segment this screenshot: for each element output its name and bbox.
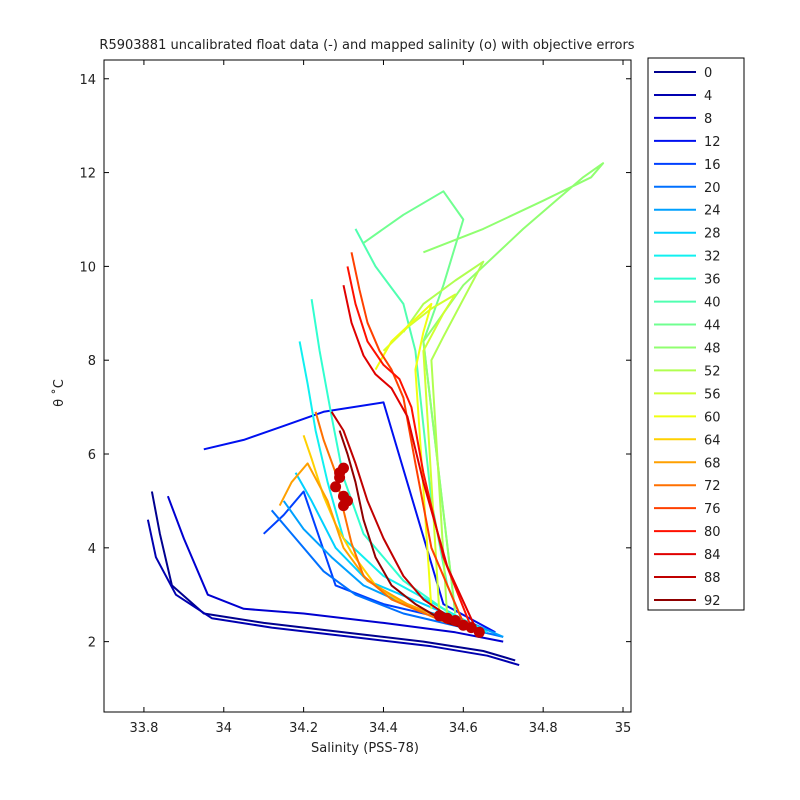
legend-label: 12 [704,135,721,150]
legend-label: 24 [704,204,721,219]
mapped-salinity-point [338,500,349,512]
legend-label: 40 [704,296,721,311]
legend-box [647,57,745,611]
x-tick-label: 34.6 [449,721,478,736]
series-line-76 [350,252,465,624]
legend: 0481216202428323640444852566064687276808… [647,57,745,611]
x-tick-label: 33.8 [129,721,158,736]
x-tick-label: 34.8 [529,721,558,736]
y-tick-label: 14 [79,73,96,88]
mapped-salinity-point [330,481,342,493]
series-line-8 [166,495,504,643]
legend-label: 68 [704,456,721,471]
series-line-28 [294,472,480,629]
legend-label: 92 [704,594,721,609]
mapped-salinity-point [465,622,477,634]
y-axis-title: θ ˚C [51,379,67,407]
legend-label: 16 [704,158,721,173]
y-tick-label: 8 [88,354,96,369]
mapped-salinity-point [334,467,346,479]
y-tick-label: 10 [79,260,96,275]
legend-label: 28 [704,227,721,242]
series-line-60 [374,302,433,609]
x-tick-label: 34.2 [289,721,318,736]
series-line-68 [278,462,456,624]
series-line-64 [302,434,448,624]
mapped-salinity-point [473,626,485,638]
legend-label: 60 [704,410,721,425]
legend-label: 52 [704,364,721,379]
series-line-72 [314,411,448,624]
x-tick-label: 34.4 [369,721,398,736]
series-line-12 [203,401,496,634]
y-tick-label: 4 [88,542,96,557]
legend-items: 0481216202428323640444852566064687276808… [654,66,721,609]
legend-label: 64 [704,433,721,448]
mapped-salinity-point [449,615,461,626]
series-line-32 [298,341,488,634]
legend-label: 4 [704,89,712,104]
x-axis-title: Salinity (PSS-78) [311,741,419,756]
axes-box [103,59,632,713]
legend-label: 80 [704,525,721,540]
legend-label: 8 [704,112,712,127]
legend-label: 0 [704,66,712,81]
x-tick-label: 34 [215,721,232,736]
legend-label: 84 [704,548,721,563]
x-tick-label: 35 [615,721,632,736]
legend-label: 36 [704,273,721,288]
y-tick-label: 6 [88,448,96,463]
legend-label: 44 [704,319,721,334]
legend-label: 20 [704,181,721,196]
tick-layer: 33.8 34 34.2 34.4 34.6 34.8 35 2 4 6 8 10 12 14 [79,60,631,736]
series-line-0 [150,491,516,662]
legend-label: 32 [704,250,721,265]
chart-title: R5903881 uncalibrated float data (-) and… [99,38,634,53]
legend-label: 72 [704,479,721,494]
series-line-52 [402,260,485,619]
legend-label: 76 [704,502,721,517]
y-tick-label: 2 [88,636,96,651]
plot-area: 33.8 34 34.2 34.4 34.6 34.8 35 2 4 6 8 10 12 14 [79,59,632,736]
series-line-4 [146,519,520,667]
series-line-84 [342,284,477,629]
legend-label: 48 [704,341,721,356]
legend-label: 56 [704,387,721,402]
y-tick-label: 12 [79,167,96,182]
mapped-salinity-markers [330,462,485,638]
legend-label: 88 [704,571,721,586]
